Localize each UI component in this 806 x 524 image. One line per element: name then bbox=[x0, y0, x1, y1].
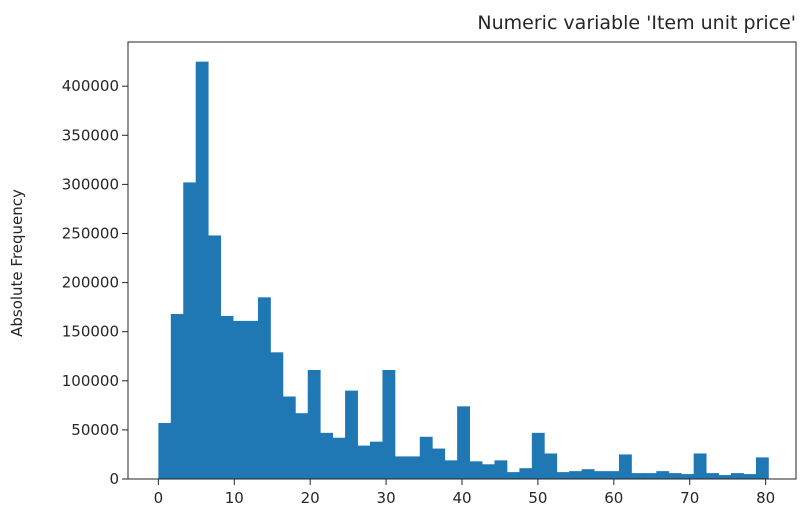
x-tick-label: 80 bbox=[756, 489, 775, 507]
histogram-bar bbox=[382, 370, 396, 479]
histogram-bar bbox=[444, 460, 458, 479]
y-tick-label: 250000 bbox=[62, 224, 119, 242]
histogram-bar bbox=[320, 432, 334, 479]
histogram-bar bbox=[494, 460, 508, 479]
histogram-bar bbox=[731, 473, 744, 479]
x-tick-label: 50 bbox=[528, 489, 547, 507]
histogram-bar bbox=[220, 315, 234, 479]
histogram-bar bbox=[394, 456, 408, 479]
x-tick-label: 30 bbox=[377, 489, 396, 507]
histogram-bar bbox=[718, 475, 732, 479]
x-tick-label: 40 bbox=[452, 489, 471, 507]
y-axis-ticks: 0 50000 100000 150000 200000 250000 300000 3500… bbox=[62, 77, 128, 488]
y-tick-label: 150000 bbox=[62, 323, 119, 341]
x-tick-label: 60 bbox=[604, 489, 623, 507]
histogram-bar bbox=[457, 406, 470, 479]
y-tick-label: 100000 bbox=[62, 372, 119, 390]
chart-title: Numeric variable 'Item unit price' bbox=[477, 12, 796, 34]
histogram-bar bbox=[569, 471, 583, 479]
histogram-bar bbox=[506, 472, 520, 479]
histogram-bar bbox=[345, 390, 358, 479]
histogram-bar bbox=[208, 235, 222, 479]
x-tick-label: 70 bbox=[680, 489, 699, 507]
histogram-bar bbox=[556, 472, 570, 479]
histogram-bar bbox=[743, 474, 757, 479]
plot-frame bbox=[127, 41, 797, 480]
histogram-bar bbox=[544, 453, 558, 479]
histogram-bar bbox=[432, 448, 446, 479]
histogram-bar bbox=[519, 468, 533, 479]
histogram-bar bbox=[245, 320, 259, 479]
histogram-bar bbox=[257, 297, 271, 479]
x-axis-ticks: 0 10 20 30 40 50 60 70 80 bbox=[154, 479, 775, 507]
histogram-bar bbox=[594, 471, 607, 479]
histogram-bar bbox=[755, 457, 769, 479]
x-tick-label: 10 bbox=[225, 489, 244, 507]
histogram-bar bbox=[469, 461, 483, 479]
y-tick-label: 0 bbox=[109, 470, 119, 488]
histogram-bar bbox=[531, 432, 545, 479]
histogram-bar bbox=[643, 473, 657, 479]
histogram-bar bbox=[618, 454, 632, 479]
y-tick-label: 350000 bbox=[62, 126, 119, 144]
y-tick-label: 400000 bbox=[62, 77, 119, 95]
histogram-bar bbox=[407, 456, 421, 479]
histogram-bar bbox=[183, 182, 197, 479]
histogram-bar bbox=[419, 436, 433, 479]
histogram-bar bbox=[370, 441, 383, 479]
histogram-bar bbox=[482, 464, 495, 479]
histogram-bar bbox=[681, 474, 695, 479]
histogram-bar bbox=[195, 61, 209, 479]
y-tick-label: 50000 bbox=[71, 421, 119, 439]
y-tick-label: 300000 bbox=[62, 175, 119, 193]
y-axis-label: Absolute Frequency bbox=[8, 189, 26, 337]
histogram-bar bbox=[270, 352, 284, 479]
histogram-bar bbox=[332, 437, 346, 479]
x-tick-label: 20 bbox=[301, 489, 320, 507]
histogram-bar bbox=[170, 314, 184, 479]
histogram-bar bbox=[307, 370, 321, 479]
histogram-bar bbox=[606, 471, 620, 479]
histogram-bar bbox=[581, 469, 595, 479]
y-tick-label: 200000 bbox=[62, 274, 119, 292]
histogram-bar bbox=[282, 396, 296, 479]
histogram-bar bbox=[295, 413, 309, 479]
histogram-bar bbox=[706, 473, 719, 479]
histogram-bar bbox=[668, 473, 682, 479]
histogram-bar bbox=[233, 320, 246, 479]
histogram-bar bbox=[631, 473, 645, 479]
histogram-bar bbox=[693, 453, 707, 479]
histogram-bar bbox=[656, 471, 670, 479]
histogram-bar bbox=[158, 423, 172, 479]
bars-group bbox=[158, 61, 769, 479]
histogram-bar bbox=[357, 445, 371, 479]
x-tick-label: 0 bbox=[154, 489, 164, 507]
